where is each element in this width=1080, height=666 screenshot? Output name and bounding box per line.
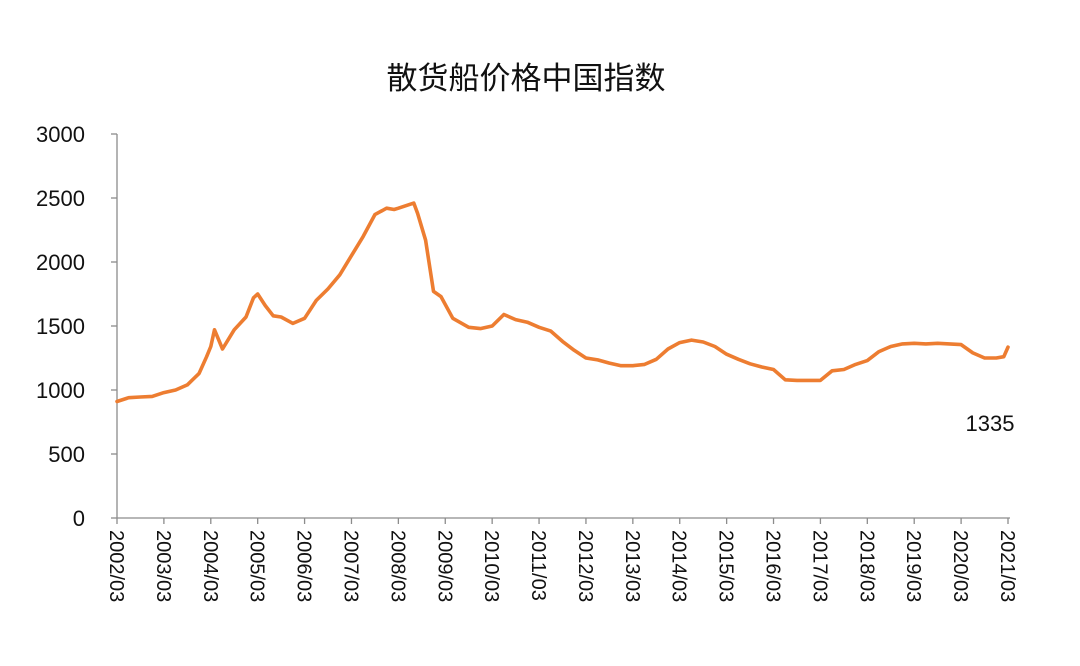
x-tick-label: 2003/03: [152, 530, 174, 602]
x-tick-label: 2011/03: [527, 530, 549, 601]
x-tick-label: 2021/03: [996, 530, 1018, 602]
x-tick-label: 2008/03: [386, 530, 408, 602]
x-tick-label: 2014/03: [668, 530, 690, 602]
series-line: [115, 201, 1010, 404]
x-tick-label: 2004/03: [199, 530, 221, 602]
x-tick-label: 2019/03: [902, 530, 924, 602]
y-tick-label: 1500: [36, 314, 85, 339]
y-tick-label: 0: [73, 506, 85, 531]
x-tick-label: 2017/03: [808, 530, 830, 602]
y-tick-label: 3000: [36, 122, 85, 147]
x-tick-label: 2009/03: [433, 530, 455, 602]
x-tick-label: 2018/03: [855, 530, 877, 602]
x-tick-label: 2013/03: [621, 530, 643, 602]
x-tick-label: 2002/03: [105, 530, 127, 602]
x-tick-label: 2016/03: [762, 530, 784, 602]
y-tick-label: 500: [48, 442, 85, 467]
y-tick-label: 2500: [36, 186, 85, 211]
x-axis-ticks: 2002/03 2003/03 2004/03 2005/03 2006/03 2007/…: [105, 518, 1018, 602]
x-tick-label: 2007/03: [339, 530, 361, 602]
chart-title: 散货船价格中国指数: [387, 61, 666, 97]
y-tick-label: 1000: [36, 378, 85, 403]
x-tick-label: 2010/03: [480, 530, 502, 602]
last-value-label: 1335: [966, 411, 1015, 436]
x-tick-label: 2015/03: [715, 530, 737, 602]
x-tick-label: 2020/03: [949, 530, 971, 602]
y-tick-label: 2000: [36, 250, 85, 275]
x-tick-label: 2005/03: [246, 530, 268, 602]
x-tick-label: 2012/03: [574, 530, 596, 602]
y-axis-ticks: 0 500 1000 1500 2000 2500 3000: [36, 122, 117, 531]
x-tick-label: 2006/03: [293, 530, 315, 602]
